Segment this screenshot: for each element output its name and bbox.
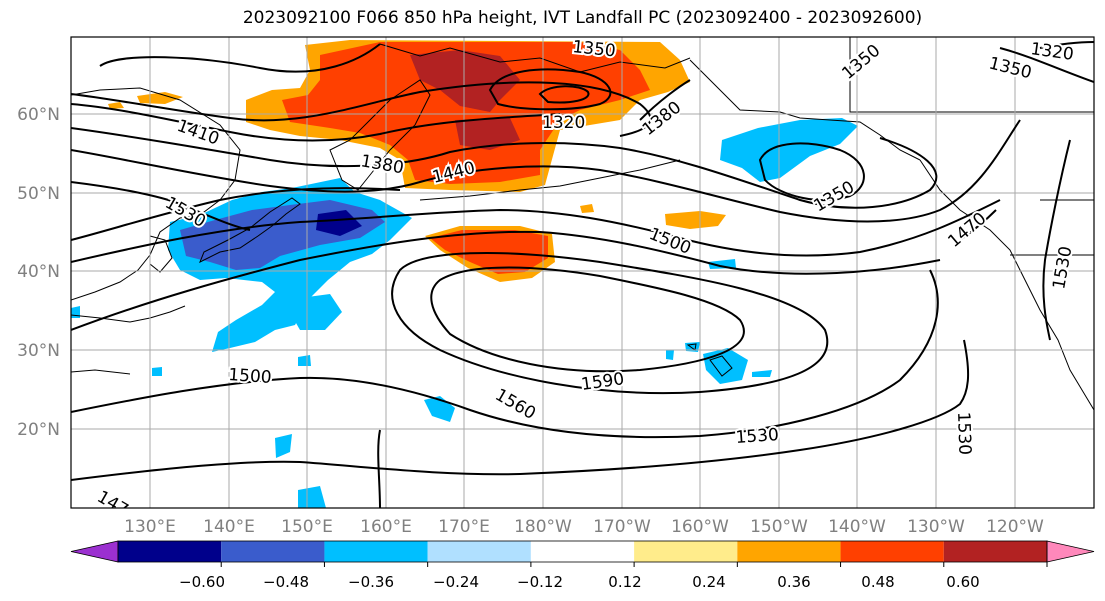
ivt-negative-light-region	[720, 118, 858, 182]
contour-line	[639, 79, 691, 121]
colorbar-extend-max	[1046, 540, 1095, 563]
colorbar-segment	[221, 541, 325, 562]
lon-label: 120°W	[986, 517, 1044, 537]
contour-label: 1320	[542, 113, 585, 133]
contour-line	[1039, 41, 1094, 49]
ivt-negative-light-region	[752, 370, 772, 377]
colorbar-segment	[737, 541, 841, 562]
ivt-positive-mid-region	[282, 42, 650, 184]
coastline-east-asia	[71, 87, 241, 301]
lon-label: 170°E	[438, 517, 490, 537]
colorbar-ticks: −0.60 −0.48 −0.36 −0.24 −0.12 0.12 0.24 …	[179, 573, 980, 591]
latitude-labels: 60°N 50°N 40°N 30°N 20°N	[17, 105, 60, 440]
lon-label: 140°W	[828, 517, 886, 537]
lat-label: 50°N	[17, 184, 60, 204]
ivt-negative-light-region	[298, 486, 326, 508]
coastline-japan	[199, 197, 301, 264]
lon-label: 130°W	[907, 517, 965, 537]
colorbar-segment	[427, 541, 531, 562]
contour-line	[430, 266, 745, 373]
ivt-negative-light-region	[298, 355, 311, 366]
lat-label: 40°N	[17, 262, 60, 282]
lon-label: 140°E	[203, 517, 255, 537]
colorbar-tick-label: 0.36	[777, 573, 810, 591]
colorbar	[70, 540, 1095, 567]
colorbar-extend-min	[70, 540, 119, 563]
colorbar-tick-label: −0.36	[348, 573, 394, 591]
ivt-positive-light-region	[137, 92, 183, 104]
ivt-positive-dark-region	[455, 118, 520, 150]
lon-label: 160°E	[360, 517, 412, 537]
contour-label: 1500	[228, 365, 273, 388]
contour-line	[377, 429, 381, 508]
colorbar-tick-label: 0.12	[608, 573, 641, 591]
colorbar-tick-label: 0.24	[692, 573, 725, 591]
ivt-positive-light-region	[665, 211, 726, 229]
colorbar-segment	[943, 541, 1047, 562]
contour-line	[71, 269, 939, 439]
colorbar-segment	[118, 541, 222, 562]
contour-line	[71, 230, 941, 331]
lon-label: 170°W	[593, 517, 651, 537]
contour-label: 1530	[953, 411, 974, 455]
political-borders	[849, 37, 1094, 256]
colorbar-segment	[840, 541, 944, 562]
contour-line	[71, 103, 561, 142]
ivt-negative-light-region	[666, 350, 674, 360]
contour-line	[71, 187, 401, 241]
lat-label: 60°N	[17, 105, 60, 125]
colorbar-outline	[117, 540, 1048, 563]
lon-label: 150°W	[750, 517, 808, 537]
contour-line	[71, 127, 938, 209]
contour-line	[71, 119, 1021, 223]
ivt-positive-light-region	[108, 102, 124, 109]
colorbar-tick-label: 0.60	[946, 573, 979, 591]
colorbar-tick-label: −0.60	[179, 573, 225, 591]
coastline-china	[71, 305, 186, 375]
coastline-siberia	[379, 43, 691, 73]
height-contours	[71, 41, 1094, 508]
coastline-alaska	[689, 59, 921, 161]
contour-line	[538, 85, 590, 104]
contour-line	[758, 142, 865, 201]
lat-label: 20°N	[17, 420, 60, 440]
ivt-negative-light-region	[292, 294, 342, 330]
lon-label: 160°W	[671, 517, 729, 537]
longitude-labels: 130°E 140°E 150°E 160°E 170°E 180°W 170°…	[124, 517, 1044, 537]
lon-label: 130°E	[124, 517, 176, 537]
colorbar-tick-label: −0.48	[263, 573, 309, 591]
ivt-positive-light-region	[580, 204, 594, 213]
ivt-negative-light-region	[708, 259, 736, 269]
contour-line	[71, 181, 251, 231]
lat-label: 30°N	[17, 341, 60, 361]
map-frame	[70, 36, 1095, 509]
lon-label: 180°W	[514, 517, 572, 537]
contour-label: 1530	[735, 425, 780, 448]
colorbar-segment	[324, 541, 428, 562]
ivt-negative-light-region	[275, 434, 292, 458]
ivt-positive-dark-region	[410, 50, 520, 112]
lon-label: 150°E	[281, 517, 333, 537]
contour-line	[959, 209, 997, 241]
contour-line	[391, 252, 829, 395]
map-title: 2023092100 F066 850 hPa height, IVT Land…	[242, 8, 923, 28]
contour-line	[488, 68, 612, 111]
colorbar-tick-label: −0.24	[433, 573, 479, 591]
contour-line	[71, 199, 1001, 263]
contour-line	[71, 339, 970, 481]
ivt-negative-dark-region	[316, 210, 362, 236]
colorbar-segment	[530, 541, 635, 562]
contour-line	[1042, 139, 1071, 341]
colorbar-tick-label: 0.48	[861, 573, 894, 591]
contour-line	[71, 81, 652, 137]
contour-line	[999, 47, 1094, 83]
contour-line	[99, 43, 381, 73]
coastline-hawaii	[686, 343, 733, 377]
colorbar-segment	[634, 541, 738, 562]
coastline-aleutians	[419, 159, 681, 201]
ivt-negative-light-region	[152, 367, 162, 376]
colorbar-tick-label: −0.12	[517, 573, 563, 591]
